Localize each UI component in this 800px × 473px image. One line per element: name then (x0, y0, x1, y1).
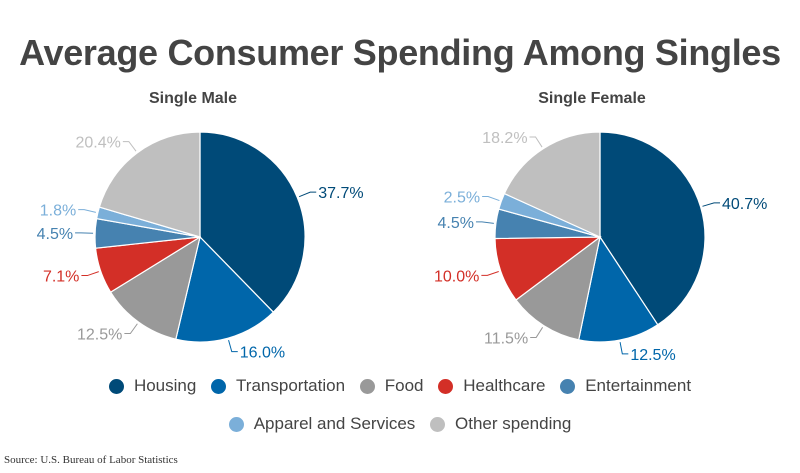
male-pie: 37.7% 16.0% 12.5% 7.1% 4.5% 1.8% 20.4% (37, 131, 364, 362)
legend-item-apparel[interactable]: Apparel and Services (228, 414, 416, 434)
pie-slice-food (109, 235, 201, 340)
legend-swatch (359, 378, 375, 394)
legend-swatch (560, 378, 576, 394)
leader-line-other-spending (122, 141, 137, 152)
pie-slice-food (515, 235, 601, 341)
legend-item-housing[interactable]: Housing (108, 376, 197, 396)
pie-slice-other-spending (98, 131, 201, 238)
data-label-housing: 40.7% (722, 196, 767, 213)
legend-label: Food (384, 376, 424, 395)
legend-swatch (228, 416, 244, 432)
data-label-entertainment: 4.5% (437, 215, 473, 232)
legend-label: Other spending (455, 414, 572, 433)
pie-slice-transportation (577, 235, 659, 343)
legend-label: Apparel and Services (253, 414, 416, 433)
leader-line-transportation (619, 342, 629, 355)
source-note: Source: U.S. Bureau of Labor Statistics (4, 454, 178, 466)
legend-swatch (108, 378, 124, 394)
data-label-transportation: 16.0% (240, 345, 285, 362)
leader-line-food (530, 327, 544, 338)
legend-item-other[interactable]: Other spending (430, 414, 571, 434)
data-label-healthcare: 10.0% (434, 268, 479, 285)
data-label-healthcare: 7.1% (43, 269, 79, 286)
leader-line-entertainment (475, 221, 494, 224)
leader-line-apparel-and-services (482, 195, 500, 202)
data-label-food: 12.5% (77, 326, 122, 343)
leader-line-transportation (228, 339, 238, 353)
legend-label: Entertainment (585, 376, 692, 395)
data-label-entertainment: 4.5% (37, 226, 73, 243)
leader-line-other-spending (529, 136, 543, 148)
legend-item-food[interactable]: Food (359, 376, 424, 396)
legend-item-entertainment[interactable]: Entertainment (560, 376, 691, 396)
legend-label: Transportation (236, 376, 346, 395)
legend-label: Housing (133, 376, 197, 395)
data-label-food: 11.5% (484, 330, 528, 347)
legend-swatch (211, 378, 227, 394)
legend-swatch (430, 416, 446, 432)
legend-row-1: Housing Transportation Food Healthcare E… (0, 376, 800, 399)
data-label-apparel-and-services: 2.5% (444, 189, 480, 206)
legend-item-transportation[interactable]: Transportation (211, 376, 345, 396)
leader-line-housing (298, 191, 317, 198)
legend-item-healthcare[interactable]: Healthcare (438, 376, 545, 396)
female-chart-subtitle: Single Female (538, 90, 646, 107)
data-label-other-spending: 18.2% (482, 130, 527, 147)
male-chart-subtitle: Single Male (148, 90, 238, 107)
pie-slice-housing (199, 131, 306, 314)
data-label-transportation: 12.5% (630, 347, 675, 364)
legend-row-2: Apparel and Services Other spending (0, 414, 800, 437)
leader-line-healthcare (81, 271, 99, 277)
female-pie: 40.7% 12.5% 11.5% 10.0% 4.5% 2.5% 18.2% (434, 130, 767, 364)
data-label-apparel-and-services: 1.8% (40, 203, 76, 220)
pie-slice-other-spending (503, 131, 601, 238)
legend-label: Healthcare (463, 376, 546, 395)
leader-line-healthcare (481, 271, 499, 276)
leader-line-housing (702, 202, 721, 207)
leader-line-apparel-and-services (78, 209, 96, 213)
legend-swatch (438, 378, 454, 394)
chart-title: Average Consumer Spending Among Singles (19, 32, 781, 73)
data-label-other-spending: 20.4% (75, 135, 120, 152)
pie-slice-transportation (175, 235, 275, 343)
leader-line-food (124, 323, 138, 334)
data-label-housing: 37.7% (318, 185, 363, 202)
